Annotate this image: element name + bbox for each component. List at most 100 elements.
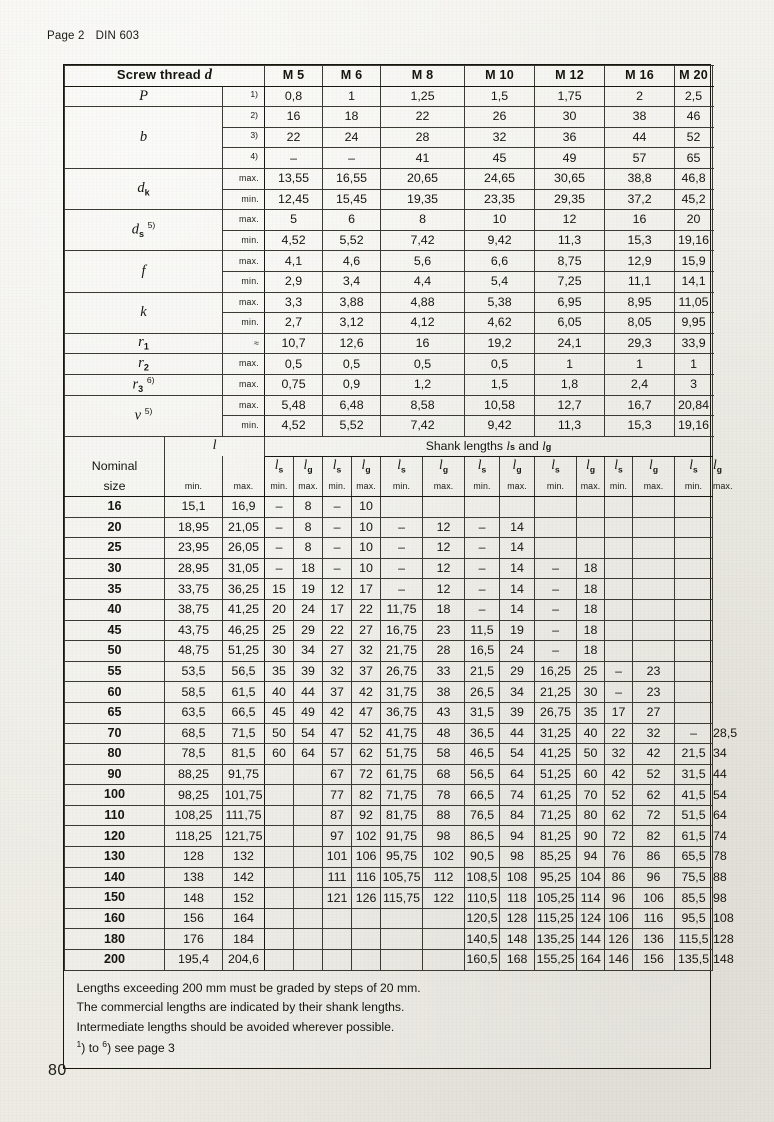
- shank-cell: 16,75: [380, 619, 424, 642]
- shank-cell: [576, 495, 606, 518]
- nominal-size: 160: [64, 907, 165, 930]
- thread-size-header: M 8: [380, 65, 466, 87]
- value-cell: 4,52: [264, 415, 324, 437]
- table-row: r3 6) max. 0,75 0,9 1,2 1,5 1,8 2,4 3: [64, 373, 714, 396]
- shank-cell: 29: [499, 660, 536, 683]
- value-cell: 4,62: [464, 312, 536, 334]
- row-symbol-k: k: [64, 291, 223, 334]
- shank-cell: [351, 949, 382, 971]
- table-row: 80 78,5 81,5 60 64 57 62 51,75 58 46,5 54 41,25 50 32…: [64, 743, 727, 765]
- length-max: 16,9: [221, 495, 266, 518]
- value-cell: 8: [380, 209, 466, 231]
- shank-cell: [322, 949, 353, 971]
- shank-cell: 26,75: [534, 701, 578, 724]
- length-min: 68,5: [164, 722, 223, 745]
- shank-cell: 106: [604, 907, 634, 930]
- shank-cell: [534, 495, 578, 518]
- shank-cell: 108,5: [464, 866, 501, 889]
- value-cell: 2,7: [264, 312, 324, 334]
- shank-cell: [380, 495, 424, 518]
- value-cell: 1,25: [380, 85, 466, 108]
- shank-cell: 30: [576, 681, 606, 703]
- length-max: 81,5: [221, 743, 266, 765]
- shank-cell: 12: [422, 578, 466, 600]
- shank-cell: 32: [632, 722, 676, 745]
- shank-symbol-ls: ls: [264, 455, 295, 477]
- shank-cell: [380, 928, 424, 951]
- shank-cell: [264, 846, 295, 868]
- shank-cell: [604, 495, 634, 518]
- length-max: 111,75: [221, 804, 266, 827]
- table-row: r1 ≈10,7 12,6 16 19,2 24,1 29,3 33,9: [64, 332, 714, 355]
- thread-size-header: M 6: [322, 65, 382, 87]
- length-min: 108,25: [164, 804, 223, 827]
- value-cell: 12,6: [322, 332, 382, 355]
- nominal-size: 120: [64, 825, 165, 848]
- shank-cell: 135,5: [674, 949, 714, 971]
- row-qualifier: 4): [221, 147, 266, 169]
- table-row: 200 195,4 204,6 160,5 168 155,25 164 146 156 135,…: [64, 949, 734, 971]
- value-cell: 7,42: [380, 415, 466, 437]
- shank-cell: –: [264, 557, 295, 580]
- value-cell: 10: [464, 209, 536, 231]
- shank-cell: 42: [604, 763, 634, 786]
- nominal-size: 35: [64, 578, 165, 600]
- shank-cell: [264, 928, 295, 951]
- shank-cell: 116: [351, 866, 382, 889]
- shank-cell: 12: [422, 537, 466, 559]
- shank-cell: 85,25: [534, 846, 578, 868]
- length-min: 28,95: [164, 557, 223, 580]
- value-cell: 24: [322, 126, 382, 149]
- shank-cell: 8: [293, 516, 324, 539]
- shank-cell: 80: [576, 804, 606, 827]
- shank-cell: –: [604, 660, 634, 683]
- shank-cell: 148: [499, 928, 536, 951]
- shank-cell: 50: [264, 722, 295, 745]
- value-cell: 8,58: [380, 394, 466, 417]
- shank-cell: 77: [322, 784, 353, 806]
- nominal-size: 40: [64, 598, 165, 621]
- row-qualifier: min.: [221, 270, 266, 293]
- shank-cell: 126: [604, 928, 634, 951]
- table-row: 45 43,75 46,25 25 29 22 27 16,75 23 11,5 19–18: [64, 619, 714, 642]
- shank-cell: 74: [499, 784, 536, 806]
- value-cell: 2,5: [674, 85, 714, 108]
- shank-cell: 144: [576, 928, 606, 951]
- table-row: v 5) max. 5,48 6,48 8,58 10,58 12,7 16,7 20,84: [64, 394, 714, 437]
- row-qualifier: min.: [221, 312, 266, 334]
- shank-cell: 17: [351, 578, 382, 600]
- shank-cell: 124: [576, 907, 606, 930]
- shank-cell: [632, 516, 676, 539]
- shank-symbol-lg: lg: [632, 455, 676, 477]
- shank-cell: 25: [576, 660, 606, 683]
- shank-cell: [604, 598, 634, 621]
- nominal-size: 20: [64, 516, 165, 539]
- shank-cell: –: [674, 722, 714, 745]
- shank-symbol-ls: ls: [464, 455, 501, 477]
- shank-cell: 71,25: [534, 804, 578, 827]
- page-number: 80: [48, 1062, 67, 1079]
- shank-cell: 22: [322, 619, 353, 642]
- value-cell: 11,3: [534, 415, 606, 437]
- length-min: 88,25: [164, 763, 223, 786]
- shank-cell: 86: [604, 866, 634, 889]
- row-qualifier: min.: [221, 415, 266, 437]
- value-cell: 6: [322, 209, 382, 231]
- value-cell: 15,9: [674, 250, 714, 272]
- shank-cell: 21,5: [464, 660, 501, 683]
- value-cell: 3,12: [322, 312, 382, 334]
- value-cell: 1: [604, 353, 676, 375]
- value-cell: 3: [674, 373, 714, 396]
- length-max: 101,75: [221, 784, 266, 806]
- shank-cell: 27: [322, 640, 353, 662]
- nominal-size: 60: [64, 681, 165, 703]
- shank-cell: 44: [499, 722, 536, 745]
- shank-cell: 95,75: [380, 846, 424, 868]
- shank-cell: 104: [576, 866, 606, 889]
- shank-cell: 102: [422, 846, 466, 868]
- shank-cell: 34: [293, 640, 324, 662]
- shank-cell: 56,5: [464, 763, 501, 786]
- value-cell: 65: [674, 147, 714, 169]
